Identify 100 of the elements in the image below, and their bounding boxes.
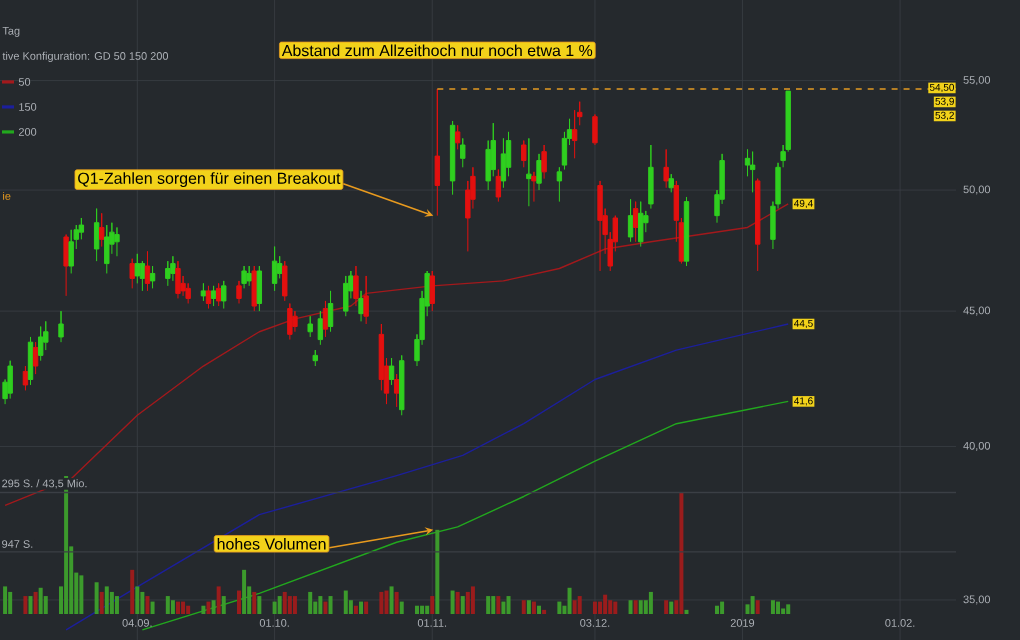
candlestick (104, 224, 110, 274)
candlestick (134, 253, 140, 284)
candlestick (251, 265, 257, 312)
bar (206, 601, 211, 614)
candlestick (27, 336, 34, 386)
bar (94, 582, 99, 614)
bar (364, 601, 369, 614)
line-series (4, 203, 789, 507)
bar (135, 586, 140, 614)
bar (435, 529, 440, 614)
bar (506, 596, 511, 614)
bar (750, 596, 755, 614)
bar (501, 601, 506, 614)
candlestick (99, 212, 105, 248)
bar (3, 586, 8, 614)
candlestick (287, 302, 293, 341)
candlestick (495, 169, 502, 203)
candlestick (58, 310, 64, 343)
bar (359, 601, 364, 614)
bar (486, 596, 491, 614)
bar (277, 596, 282, 614)
bar (38, 587, 43, 614)
bar (470, 586, 475, 614)
candlestick (256, 265, 263, 312)
candlestick (663, 148, 669, 189)
bar (130, 569, 135, 614)
bar (455, 591, 460, 614)
candlestick (292, 310, 298, 333)
bar (420, 605, 425, 614)
bar (389, 586, 394, 614)
candlestick (175, 260, 181, 299)
bar (282, 591, 287, 614)
bar (353, 605, 358, 614)
candlestick (597, 180, 603, 272)
bar (104, 586, 109, 614)
bar (186, 605, 191, 614)
bar (201, 605, 206, 614)
candlestick (460, 137, 466, 168)
bar (292, 596, 297, 614)
bar (221, 596, 226, 614)
candlestick (68, 229, 74, 274)
bar (745, 604, 750, 614)
candlestick (358, 290, 364, 322)
candlestick (32, 341, 39, 375)
line-series (65, 323, 789, 631)
candlestick (210, 285, 217, 307)
bar (216, 586, 221, 614)
bar (399, 601, 404, 614)
candlestick (571, 109, 578, 159)
bar (598, 601, 603, 614)
candlestick (388, 357, 395, 386)
candlestick (648, 144, 654, 210)
candlestick (393, 373, 400, 408)
candlestick (236, 280, 242, 304)
candlestick (363, 275, 369, 325)
candlestick (200, 282, 207, 302)
bar (613, 601, 618, 614)
bar (720, 601, 725, 614)
candlestick (205, 285, 212, 310)
candlestick (139, 260, 146, 292)
bar (715, 605, 720, 614)
candlestick (592, 113, 598, 146)
bar (430, 596, 435, 614)
bar (786, 604, 791, 614)
bar (257, 596, 262, 614)
bar (465, 591, 470, 614)
bar (343, 590, 348, 614)
bar (648, 591, 653, 614)
bar (521, 600, 526, 614)
candlestick (449, 120, 456, 196)
bar (592, 601, 597, 614)
bar (170, 600, 175, 614)
bar (460, 596, 465, 614)
bar (669, 601, 674, 614)
candlestick (754, 178, 761, 272)
bar (33, 591, 38, 614)
bar (181, 601, 186, 614)
bar (414, 605, 419, 614)
bar (384, 590, 389, 614)
bar (308, 591, 313, 614)
bar (150, 601, 155, 614)
bar (496, 596, 501, 614)
candlestick (221, 280, 227, 310)
bar (318, 596, 323, 614)
candlestick (170, 255, 176, 282)
candlestick (353, 265, 359, 307)
bar (242, 569, 247, 614)
candlestick (399, 354, 405, 416)
candlestick (246, 265, 252, 287)
bar (638, 600, 643, 614)
candlestick (63, 234, 69, 297)
candlestick (7, 360, 13, 400)
candlestick (282, 260, 288, 302)
candlestick (526, 137, 532, 207)
candlestick (749, 151, 756, 193)
candlestick (322, 300, 329, 338)
candlestick (185, 282, 191, 304)
candlestick (327, 290, 334, 333)
candlestick (37, 326, 44, 362)
candlestick (271, 246, 278, 292)
